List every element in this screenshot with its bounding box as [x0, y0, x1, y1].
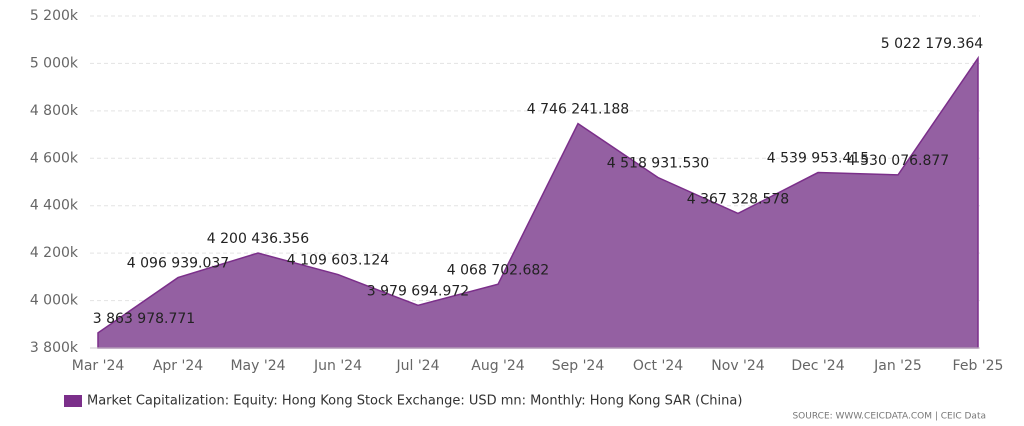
value-label: 4 200 436.356 — [207, 231, 310, 247]
source: SOURCE: WWW.CEICDATA.COM | CEIC Data — [792, 412, 986, 422]
value-label: 4 096 939.037 — [127, 256, 229, 272]
value-label: 4 518 931.530 — [607, 156, 709, 172]
x-tick-label: Jun '24 — [313, 358, 362, 374]
x-tick-label: Jul '24 — [395, 358, 439, 374]
x-tick-label: Dec '24 — [791, 358, 844, 374]
value-label: 3 979 694.972 — [367, 283, 469, 299]
y-tick-label: 5 000k — [30, 55, 79, 71]
value-label: 4 539 953.415 — [767, 151, 869, 167]
y-tick-label: 5 200k — [30, 8, 79, 24]
y-tick-label: 4 200k — [30, 245, 79, 261]
value-label: 4 530 076.877 — [847, 153, 949, 169]
legend-label: Market Capitalization: Equity: Hong Kong… — [87, 394, 742, 409]
y-tick-label: 4 000k — [30, 293, 79, 309]
x-tick-label: Apr '24 — [153, 358, 203, 374]
x-tick-label: Oct '24 — [633, 358, 683, 374]
x-tick-label: Aug '24 — [471, 358, 525, 374]
value-label: 3 863 978.771 — [93, 311, 195, 327]
value-label: 5 022 179.364 — [881, 36, 984, 52]
value-label: 4 109 603.124 — [287, 253, 390, 269]
x-tick-label: Feb '25 — [953, 358, 1004, 374]
value-label: 4 068 702.682 — [447, 262, 549, 278]
area — [97, 55, 979, 349]
y-tick-label: 4 400k — [30, 198, 79, 214]
y-tick-label: 4 800k — [30, 103, 79, 119]
legend-swatch — [64, 395, 82, 407]
x-tick-label: Mar '24 — [72, 358, 125, 374]
value-label: 4 746 241.188 — [527, 102, 629, 118]
y-tick-label: 4 600k — [30, 150, 79, 166]
x-tick-label: May '24 — [230, 358, 285, 374]
x-tick-label: Jan '25 — [873, 358, 922, 374]
x-tick-label: Sep '24 — [552, 358, 605, 374]
x-tick-label: Nov '24 — [711, 358, 765, 374]
value-label: 4 367 328.578 — [687, 191, 789, 207]
y-tick-label: 3 800k — [30, 340, 79, 356]
